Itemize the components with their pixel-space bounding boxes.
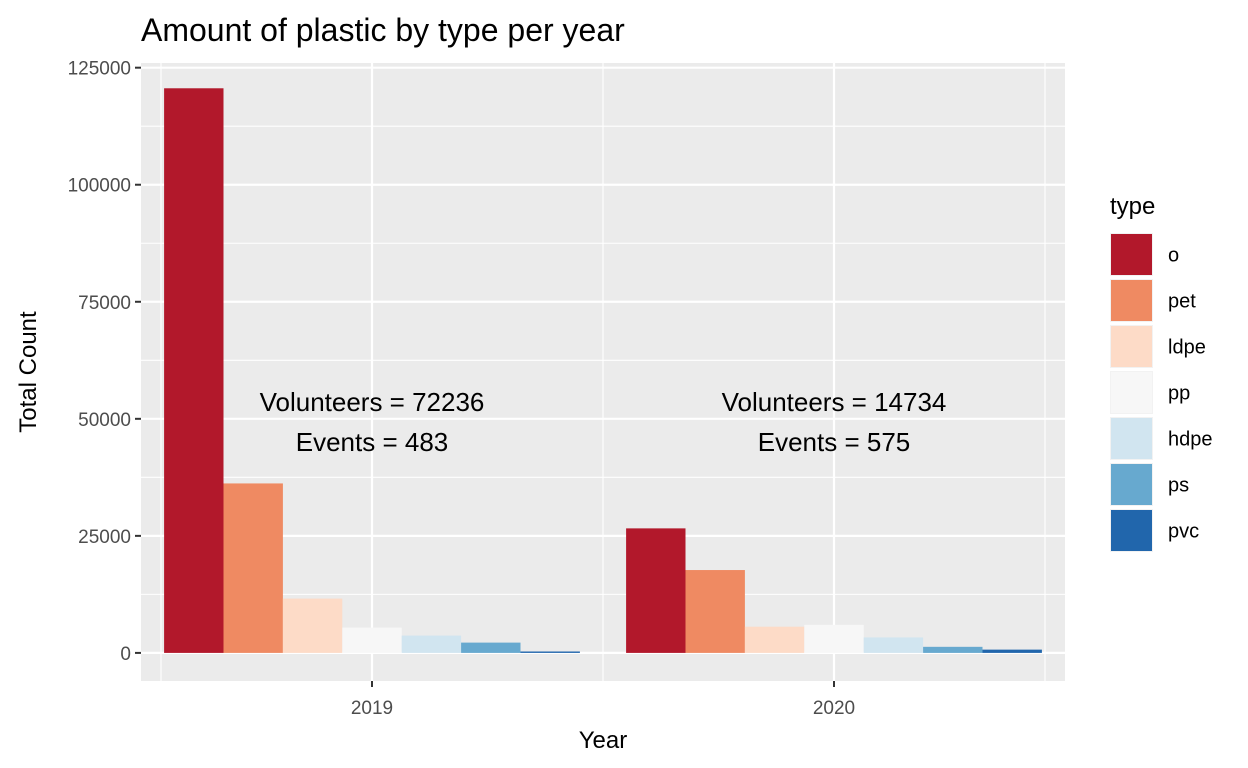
y-tick-label: 75000 (78, 293, 131, 314)
y-tick-label: 100000 (68, 176, 131, 197)
legend-title: type (1110, 193, 1155, 220)
chart-title: Amount of plastic by type per year (141, 12, 625, 48)
legend-key-pvc (1111, 510, 1152, 551)
y-tick-label: 50000 (78, 410, 131, 431)
bar-pp-2019 (342, 627, 402, 653)
bar-ldpe-2019 (282, 598, 343, 653)
legend-key-o (1111, 234, 1152, 275)
y-tick-label: 125000 (68, 59, 131, 80)
annotation-text: Volunteers = 14734 (722, 387, 947, 417)
y-axis-title: Total Count (15, 311, 42, 433)
legend-label-pvc: pvc (1168, 521, 1199, 543)
legend-key-pet (1111, 280, 1152, 321)
y-tick-label: 25000 (78, 527, 131, 548)
annotations: Volunteers = 72236 Events = 483 Volunteers… (260, 387, 947, 457)
bar-o-2019 (164, 88, 224, 653)
y-axis: 0 25000 50000 75000 100000 125000 (68, 59, 141, 665)
bar-pvc-2020 (982, 649, 1042, 653)
legend-label-hdpe: hdpe (1168, 429, 1213, 451)
annotation-text: Events = 575 (758, 427, 911, 457)
legend-key-ldpe (1111, 326, 1152, 367)
bars (164, 88, 1042, 653)
bar-pet-2020 (685, 570, 745, 653)
bar-pvc-2019 (520, 651, 580, 653)
legend-label-ps: ps (1168, 475, 1189, 497)
y-tick-label: 0 (120, 644, 131, 665)
bar-pp-2020 (804, 624, 864, 653)
bar-hdpe-2019 (401, 635, 462, 653)
annotation-text: Volunteers = 72236 (260, 387, 485, 417)
legend-items: o pet ldpe pp hdpe ps pvc (1110, 233, 1213, 552)
legend-key-ps (1111, 464, 1152, 505)
bar-ps-2019 (461, 642, 521, 653)
x-axis: 2019 2020 (351, 681, 855, 719)
legend-key-pp (1111, 372, 1152, 413)
major-gridlines (141, 63, 1065, 681)
bar-o-2020 (626, 528, 686, 653)
bar-pet-2019 (223, 483, 283, 653)
bar-ps-2020 (923, 646, 983, 653)
legend-label-o: o (1168, 245, 1179, 267)
legend-label-ldpe: ldpe (1168, 337, 1206, 359)
annotation-text: Events = 483 (296, 427, 449, 457)
x-tick-label: 2019 (351, 698, 393, 719)
x-tick-label: 2020 (813, 698, 855, 719)
legend-label-pp: pp (1168, 383, 1190, 405)
bar-hdpe-2020 (863, 637, 924, 653)
legend-label-pet: pet (1168, 291, 1196, 313)
bar-ldpe-2020 (744, 626, 805, 653)
minor-gridlines (141, 63, 1065, 681)
x-axis-title: Year (579, 727, 628, 754)
legend-key-hdpe (1111, 418, 1152, 459)
legend: type o pet ldpe pp hdpe ps pvc (1110, 193, 1213, 552)
